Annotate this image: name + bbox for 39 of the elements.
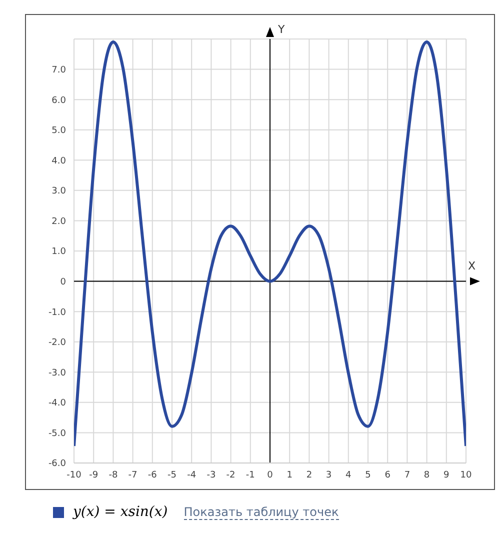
x-tick-label: 2 [306, 470, 312, 480]
y-tick-label: 7.0 [52, 65, 66, 76]
x-tick-label: -7 [128, 470, 138, 480]
y-tick-label: 1.0 [52, 247, 66, 258]
y-tick-label: -1.0 [48, 308, 66, 318]
y-tick-label: 5.0 [52, 126, 66, 136]
x-tick-label: -1 [246, 470, 255, 480]
y-tick-label: -6.0 [48, 459, 66, 470]
x-tick-label: -2 [226, 470, 236, 480]
y-tick-label: 0 [60, 277, 66, 288]
x-tick-label: -9 [89, 470, 98, 480]
legend-label: y(x) = xsin(x) [73, 504, 168, 520]
x-tick-label: 4 [346, 470, 352, 480]
x-tick-label: -10 [66, 470, 82, 480]
y-tick-label: 2.0 [52, 216, 66, 227]
x-tick-label: -8 [108, 470, 118, 480]
x-tick-label: -5 [168, 470, 176, 480]
y-tick-label: 3.0 [52, 186, 66, 197]
y-tick-label: 6.0 [52, 96, 66, 106]
x-tick-label: 5 [365, 470, 371, 480]
x-tick-label: 8 [424, 470, 430, 480]
x-axis-title: X [468, 259, 476, 272]
y-tick-label: -2.0 [48, 338, 66, 348]
y-tick-label: -4.0 [48, 398, 66, 409]
x-tick-label: -4 [187, 470, 196, 480]
x-tick-label: 10 [460, 470, 472, 480]
y-tick-label: 4.0 [52, 156, 66, 166]
x-tick-label: 7 [404, 470, 410, 480]
text: Показать таблицу точек [184, 504, 339, 520]
x-tick-label: -3 [206, 470, 216, 480]
x-tick-label: 1 [286, 470, 292, 480]
x-tick-label: 3 [326, 470, 332, 480]
y-tick-label: -3.0 [48, 368, 66, 378]
x-tick-label: 0 [267, 470, 274, 480]
y-tick-label: -5.0 [48, 428, 66, 439]
x-tick-label: 9 [444, 470, 450, 480]
x-tick-label: 6 [384, 470, 391, 480]
x-tick-label: -6 [148, 470, 158, 480]
y-axis-title: Y [277, 23, 285, 36]
